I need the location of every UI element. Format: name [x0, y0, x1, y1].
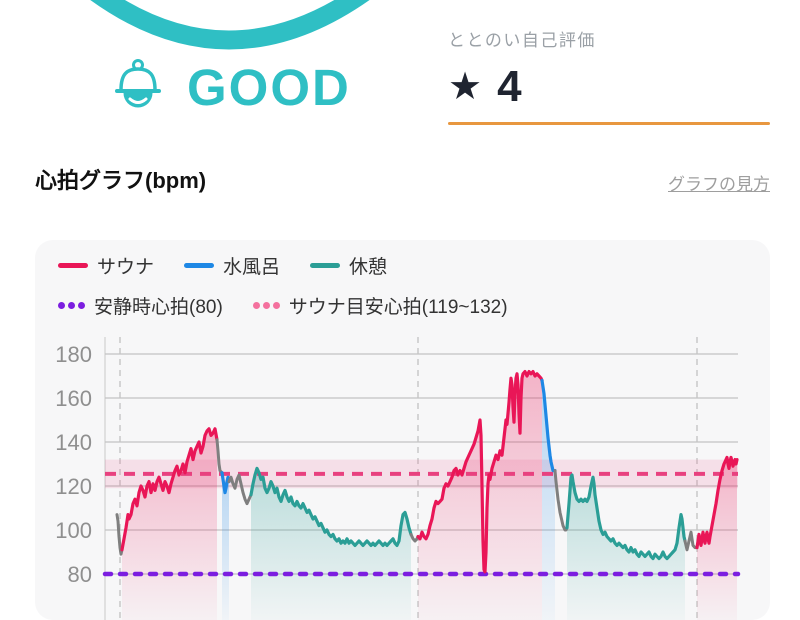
resting-hr-label: 安静時心拍(80) — [94, 297, 223, 318]
heart-rate-card: サウナ 水風呂 休憩 安静時心拍(80) サウナ目安心拍(119~132) 18… — [35, 240, 770, 620]
resting-hr-dots — [58, 302, 85, 309]
rest-swatch — [310, 263, 341, 268]
svg-text:120: 120 — [55, 474, 92, 499]
water-legend-label: 水風呂 — [223, 257, 281, 278]
water-swatch — [184, 263, 215, 268]
page-title: 心拍グラフ(bpm) — [35, 168, 207, 193]
legend-reference-lines: 安静時心拍(80) サウナ目安心拍(119~132) — [58, 292, 508, 319]
legend-item-sauna-target: サウナ目安心拍(119~132) — [252, 292, 508, 319]
condition-badge: GOOD — [113, 58, 351, 116]
rating-value: 4 — [497, 62, 522, 111]
sauna-target-dots — [252, 302, 280, 309]
legend-item-water: 水風呂 — [184, 252, 280, 279]
rating-label: ととのい自己評価 — [448, 31, 596, 50]
rest-legend-label: 休憩 — [349, 257, 388, 278]
progress-arc — [90, 0, 370, 50]
rating-block: ととのい自己評価 ★ 4 — [448, 26, 770, 125]
legend-item-sauna: サウナ — [58, 252, 154, 279]
section-header: 心拍グラフ(bpm) グラフの見方 — [35, 163, 770, 195]
legend-item-rest: 休憩 — [310, 252, 387, 279]
sauna-hat-icon — [115, 59, 161, 108]
svg-text:160: 160 — [55, 386, 92, 411]
legend-series: サウナ 水風呂 休憩 — [58, 252, 387, 279]
heart-rate-chart: 180 160 140 120 100 80 — [55, 337, 741, 620]
legend-item-resting-hr: 安静時心拍(80) — [58, 292, 223, 319]
condition-label: GOOD — [187, 58, 351, 116]
sauna-legend-label: サウナ — [97, 257, 155, 278]
svg-text:140: 140 — [55, 430, 92, 455]
svg-text:180: 180 — [55, 342, 92, 367]
star-icon: ★ — [448, 66, 483, 108]
graph-help-link[interactable]: グラフの見方 — [668, 175, 770, 194]
svg-text:100: 100 — [55, 518, 92, 543]
sauna-target-label: サウナ目安心拍(119~132) — [288, 297, 508, 318]
rating-value-row: ★ 4 — [448, 63, 770, 111]
svg-text:80: 80 — [68, 562, 92, 587]
rating-divider — [448, 122, 770, 125]
sauna-swatch — [58, 263, 88, 268]
